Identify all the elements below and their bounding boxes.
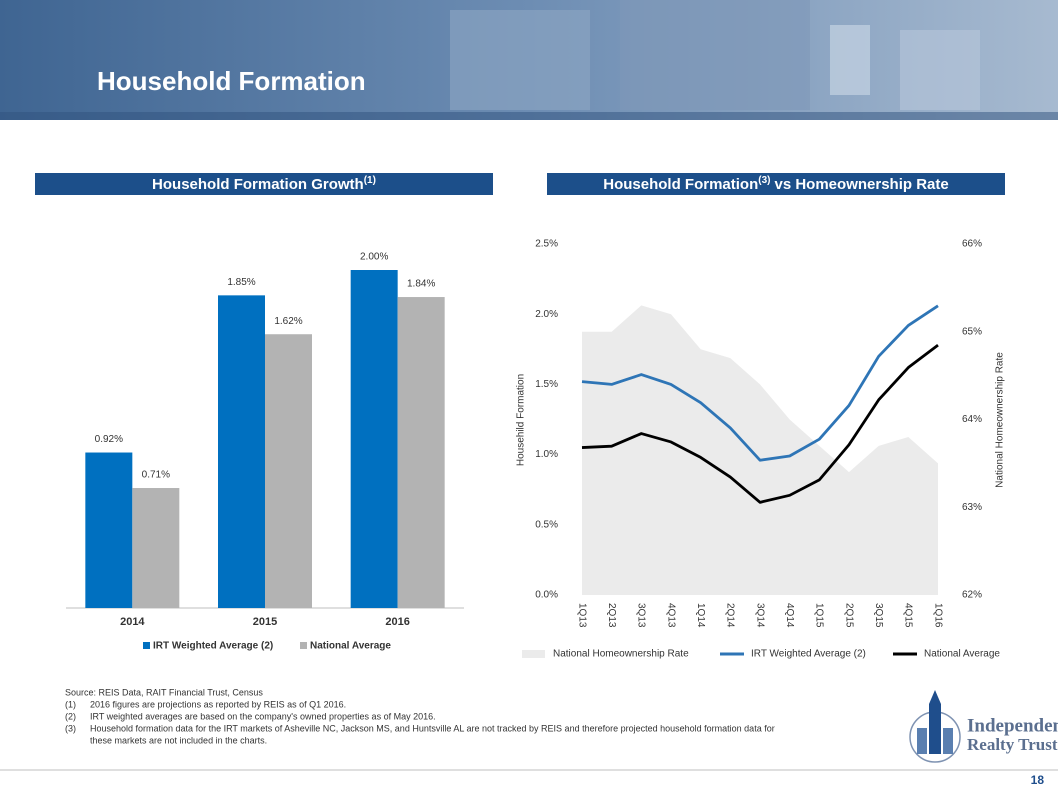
y-tick-label: 0.5% xyxy=(535,519,558,530)
x-tick-label: 1Q15 xyxy=(814,603,825,628)
bar xyxy=(85,452,133,608)
x-tick-label: 3Q15 xyxy=(873,603,884,628)
note-text: 2016 figures are projections as reported… xyxy=(90,699,346,709)
line xyxy=(581,343,939,504)
logo-text: Independence xyxy=(967,715,1058,736)
footnotes: Source: REIS Data, RAIT Financial Trust,… xyxy=(65,687,775,745)
title-text: vs Homeownership Rate xyxy=(775,176,949,193)
x-tick-label: 3Q13 xyxy=(636,603,647,628)
y2-tick-label: 63% xyxy=(962,502,982,513)
legend-label: National Homeownership Rate xyxy=(553,649,689,660)
x-tick-label: 4Q13 xyxy=(665,603,676,628)
title-superscript: (3) xyxy=(758,175,770,186)
x-tick-label: 4Q15 xyxy=(903,603,914,628)
value-label: 0.71% xyxy=(142,470,170,481)
legend-swatch xyxy=(143,642,150,649)
title-text: Household Formation Growth xyxy=(152,176,364,193)
chart-title: Household Formation Growth(1) xyxy=(152,175,376,193)
x-tick-label: 1Q16 xyxy=(932,603,943,628)
y2-tick-label: 64% xyxy=(962,414,982,425)
value-label: 1.62% xyxy=(274,316,302,327)
x-tick-label: 2016 xyxy=(385,616,409,628)
line xyxy=(581,304,939,462)
bar xyxy=(132,488,180,608)
x-tick-label: 2014 xyxy=(120,616,145,628)
bar xyxy=(218,295,265,608)
source-note: Source: REIS Data, RAIT Financial Trust,… xyxy=(65,687,263,697)
y2-tick-label: 66% xyxy=(962,239,982,250)
chart-title: Household Formation(3) vs Homeownership R… xyxy=(603,175,948,193)
legend-label: National Average xyxy=(924,649,1000,660)
page-number: 18 xyxy=(1031,773,1045,787)
x-tick-label: 1Q14 xyxy=(695,603,706,628)
y-tick-label: 1.0% xyxy=(535,449,558,460)
note-text: IRT weighted averages are based on the c… xyxy=(90,711,436,721)
x-tick-label: 3Q14 xyxy=(754,603,765,628)
legend-label: IRT Weighted Average (2) xyxy=(751,649,866,660)
x-tick-label: 2Q15 xyxy=(843,603,854,628)
x-tick-label: 1Q13 xyxy=(576,603,587,628)
y2-tick-label: 62% xyxy=(962,590,982,601)
title-superscript: (1) xyxy=(364,175,376,186)
bar xyxy=(265,334,312,608)
y-tick-label: 2.5% xyxy=(535,239,558,250)
y-tick-label: 2.0% xyxy=(535,309,558,320)
y2-axis-title: National Homeownership Rate xyxy=(995,352,1006,488)
page-title: Household Formation xyxy=(97,66,366,96)
note-marker: (1) xyxy=(65,699,76,709)
bar xyxy=(397,297,445,608)
area xyxy=(582,305,938,595)
legend-swatch xyxy=(522,650,545,658)
title-text: Household Formation xyxy=(603,176,758,193)
x-tick-label: 2015 xyxy=(253,616,277,628)
chart-title-bar xyxy=(547,173,1005,195)
x-tick-label: 2Q13 xyxy=(606,603,617,628)
value-label: 2.00% xyxy=(360,252,388,263)
legend-label: IRT Weighted Average (2) xyxy=(153,641,273,652)
logo: Independence Realty Trust xyxy=(909,690,1058,763)
chart-title-bar xyxy=(35,173,493,195)
value-label: 0.92% xyxy=(95,434,123,445)
x-tick-label: 4Q14 xyxy=(784,603,795,628)
note-marker: (3) xyxy=(65,723,76,733)
x-tick-label: 2Q14 xyxy=(725,603,736,628)
bar xyxy=(350,270,398,608)
legend-label: National Average xyxy=(310,641,391,652)
header-banner: Household Formation xyxy=(0,0,1058,120)
note-text: Household formation data for the IRT mar… xyxy=(90,723,775,733)
value-label: 1.84% xyxy=(407,279,435,290)
note-marker: (2) xyxy=(65,711,76,721)
legend-swatch xyxy=(300,642,307,649)
y-tick-label: 1.5% xyxy=(535,379,558,390)
logo-text: Realty Trust xyxy=(967,735,1058,754)
y-tick-label: 0.0% xyxy=(535,590,558,601)
value-label: 1.85% xyxy=(227,277,255,288)
y-axis-title: Househild Formation xyxy=(516,374,527,466)
note-text: these markets are not included in the ch… xyxy=(90,735,267,745)
y2-tick-label: 65% xyxy=(962,326,982,337)
